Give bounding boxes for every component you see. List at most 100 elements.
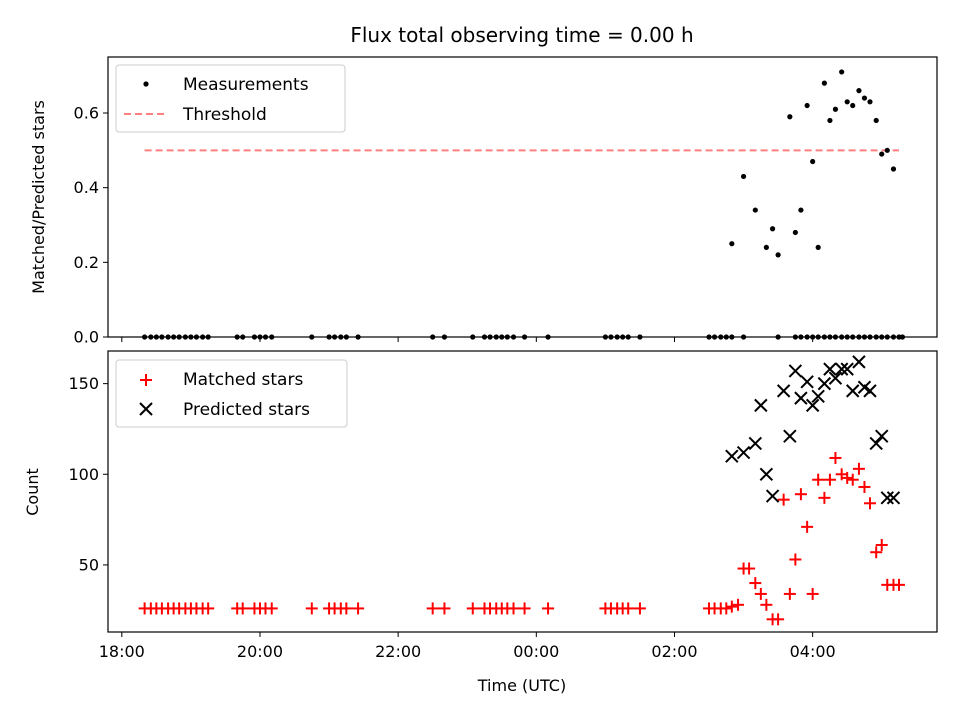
predicted-star-point [823,362,837,376]
predicted-star-stroke [759,467,774,481]
matched-star-point [760,598,773,611]
matched-star-point [852,462,865,475]
predicted-star-stroke [725,449,739,463]
matched-star-point [749,577,762,590]
x-tick-label: 00:00 [513,642,559,661]
x-tick-label: 04:00 [790,642,836,661]
predicted-star-point [811,389,825,404]
matched-star-point [893,578,906,591]
predicted-star-point [869,436,883,451]
predicted-star-stroke [788,364,803,378]
predicted-star-stroke [828,371,843,385]
predicted-star-stroke [823,362,837,376]
measurement-point [850,102,856,109]
measurement-point [740,173,747,180]
matched-star-point [777,493,790,506]
legend-predicted-marker [139,402,153,416]
x-tick-label: 02:00 [651,642,697,661]
matched-star-point [806,587,819,600]
matched-star-point [875,538,888,551]
predicted-star-stroke [846,384,860,398]
top-y-tick-label: 0.2 [74,253,99,272]
top-y-ticks: 0.0 0.2 0.4 0.6 [74,104,108,347]
legend-matched-marker [140,374,152,386]
matched-star-point [265,602,278,615]
predicted-star-stroke [817,376,832,391]
predicted-star-point [759,467,774,481]
matched-star-point [823,473,836,486]
measurement-point [861,95,868,101]
measurement-point [752,207,758,213]
predicted-star-stroke [880,491,894,505]
bottom-y-tick-label: 50 [79,555,99,574]
predicted-star-stroke [754,398,768,413]
measurement-point [787,114,793,120]
bottom-x-ticks: 18:00 20:00 22:00 00:00 02:00 04:00 [99,632,836,661]
measurement-point [879,151,885,157]
predicted-star-point [886,491,901,505]
matched-star-point [783,587,796,600]
bottom-y-tick-label: 100 [68,465,99,484]
legend-threshold-label: Threshold [182,105,267,125]
measurement-point [839,69,845,75]
measurement-point [827,117,833,124]
matched-star-point [743,562,756,575]
matched-star-point [542,602,555,615]
matched-star-point [829,451,842,464]
top-x-ticks [121,337,814,342]
measurement-point [804,102,810,109]
predicted-star-stroke [869,436,883,451]
top-legend: Measurements Threshold [115,64,346,133]
legend-predicted-label: Predicted stars [183,400,310,420]
legend-matched-label: Matched stars [183,370,303,390]
predicted-star-point [863,384,877,398]
measurement-point [775,252,781,258]
matched-star-point [518,602,531,615]
legend-measurements-label: Measurements [183,75,309,95]
predicted-star-point [800,375,814,389]
measurement-point [856,88,862,94]
measurement-point [798,207,804,213]
predicted-star-point [783,429,797,443]
measurement-point [890,166,897,172]
predicted-star-point [852,355,866,369]
measurement-point [815,244,821,250]
measurement-point [810,158,816,165]
top-y-tick-label: 0.0 [74,328,99,347]
predicted-star-point [788,364,803,378]
top-legend-box [115,64,346,133]
top-y-tick-label: 0.6 [74,104,99,123]
predicted-star-point [840,362,854,376]
matched-star-point [863,497,876,510]
predicted-star-stroke [783,429,797,443]
matched-star-point [870,546,883,559]
predicted-star-point [817,376,832,391]
matched-star-point [846,473,859,486]
predicted-star-point [748,436,763,451]
bottom-plot-area [138,355,906,626]
predicted-star-point [834,362,849,376]
matched-star-point [801,520,814,533]
predicted-star-stroke [875,429,889,443]
bottom-legend-box [115,359,348,428]
matched-star-point [622,602,635,615]
predicted-star-stroke [863,384,877,398]
matched-star-point [720,602,733,615]
bottom-legend: Matched stars Predicted stars [115,359,348,428]
predicted-star-point [875,429,889,443]
predicted-star-point [880,491,894,505]
measurement-point [832,106,839,112]
matched-star-point [426,602,439,615]
matched-star-point [812,473,825,486]
matched-star-point [352,602,365,615]
matched-star-point [789,553,802,566]
x-tick-label: 22:00 [375,642,421,661]
predicted-star-point [794,391,808,405]
x-axis-label: Time (UTC) [477,676,566,695]
measurement-point [763,244,769,250]
measurement-point [844,99,850,105]
predicted-star-point [846,384,860,398]
matched-star-point [732,598,745,611]
